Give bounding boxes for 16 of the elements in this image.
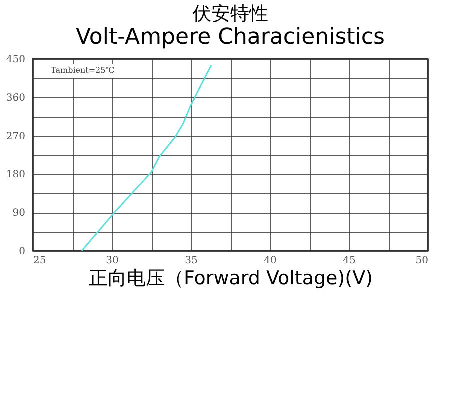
y-tick-label: 0 [19,246,26,258]
x-tick-label: 40 [264,256,277,266]
x-tick-label: 25 [34,256,46,266]
chart-subtitle: Volt-Ampere Characienistics [76,25,385,50]
y-tick-label: 360 [6,92,26,104]
annotation: Tambient=25℃ [51,66,115,75]
y-tick-label: 270 [6,131,26,142]
y-tick-label: 90 [12,208,26,220]
y-tick-label: 180 [6,170,26,181]
chart-title: 伏安特性 [192,3,268,25]
x-tick-label: 45 [343,256,356,266]
x-tick-label: 35 [185,256,198,266]
x-tick-label: 30 [106,256,119,266]
x-tick-label: 50 [416,256,428,266]
x-axis-title: 正向电压（Forward Voltage)(V) [89,268,373,290]
y-tick-label: 450 [6,54,26,66]
